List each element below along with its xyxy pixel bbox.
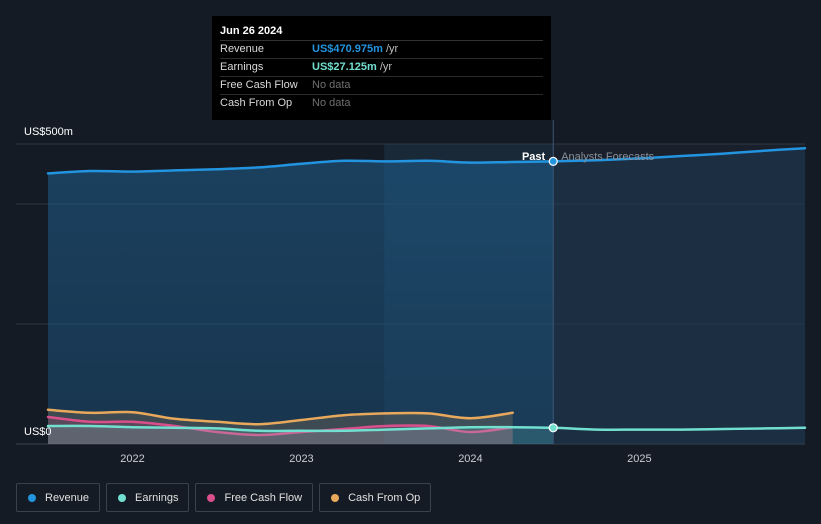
x-tick-label: 2023 (289, 453, 313, 465)
y-axis-label-zero: US$0 (24, 426, 52, 438)
legend: Revenue Earnings Free Cash Flow Cash Fro… (16, 483, 432, 512)
legend-label: Revenue (45, 491, 90, 504)
tooltip-value-fcf: No data (312, 79, 351, 91)
series-area-forecast-revenue (553, 148, 805, 444)
series-area-free-cash-flow (48, 417, 513, 444)
tooltip-unit: /yr (379, 61, 393, 73)
tooltip-label: Earnings (220, 61, 264, 73)
series-line-cash-from-op (46, 408, 514, 426)
legend-item-revenue[interactable]: Revenue (16, 483, 101, 512)
series-area-earnings (48, 425, 554, 444)
tooltip-value-earnings: US$27.125m (312, 61, 377, 73)
tooltip-row-cfo: Cash From Op No data (220, 95, 543, 112)
tooltip-value-revenue: US$470.975m (312, 43, 383, 55)
legend-item-free-cash-flow[interactable]: Free Cash Flow (195, 483, 314, 512)
tooltip-label: Free Cash Flow (220, 79, 298, 91)
marker-revenue (548, 156, 558, 166)
x-tick-label: 2025 (627, 453, 651, 465)
x-tick-label: 2022 (120, 453, 144, 465)
series-area-revenue (48, 160, 554, 444)
tooltip-row-revenue: Revenue US$470.975m /yr (220, 41, 543, 59)
legend-item-cash-from-op[interactable]: Cash From Op (319, 483, 432, 512)
tooltip-row-earnings: Earnings US$27.125m /yr (220, 59, 543, 77)
legend-dot-icon (331, 493, 340, 502)
legend-dot-icon (207, 493, 216, 502)
forecast-label: Analysts Forecasts (561, 151, 654, 163)
tooltip-label: Cash From Op (220, 97, 293, 109)
tooltip: Jun 26 2024 Revenue US$470.975m /yr Earn… (212, 16, 551, 120)
tooltip-value-cfo: No data (312, 97, 351, 109)
marker-earnings (548, 423, 558, 433)
tooltip-unit: /yr (385, 43, 399, 55)
tooltip-date: Jun 26 2024 (220, 23, 543, 41)
legend-dot-icon (28, 493, 36, 502)
legend-item-earnings[interactable]: Earnings (106, 483, 190, 512)
y-axis-label-top: US$500m (24, 126, 73, 138)
x-tick-label: 2024 (458, 453, 482, 465)
series-line-revenue (46, 146, 807, 175)
legend-label: Free Cash Flow (224, 491, 303, 504)
tooltip-label: Revenue (220, 43, 265, 55)
legend-label: Cash From Op (348, 491, 421, 504)
series-line-earnings (46, 424, 807, 433)
series-line-free-cash-flow (46, 415, 514, 437)
legend-dot-icon (118, 493, 127, 502)
past-label: Past (522, 151, 546, 163)
legend-label: Earnings (135, 491, 179, 504)
tooltip-row-fcf: Free Cash Flow No data (220, 77, 543, 95)
